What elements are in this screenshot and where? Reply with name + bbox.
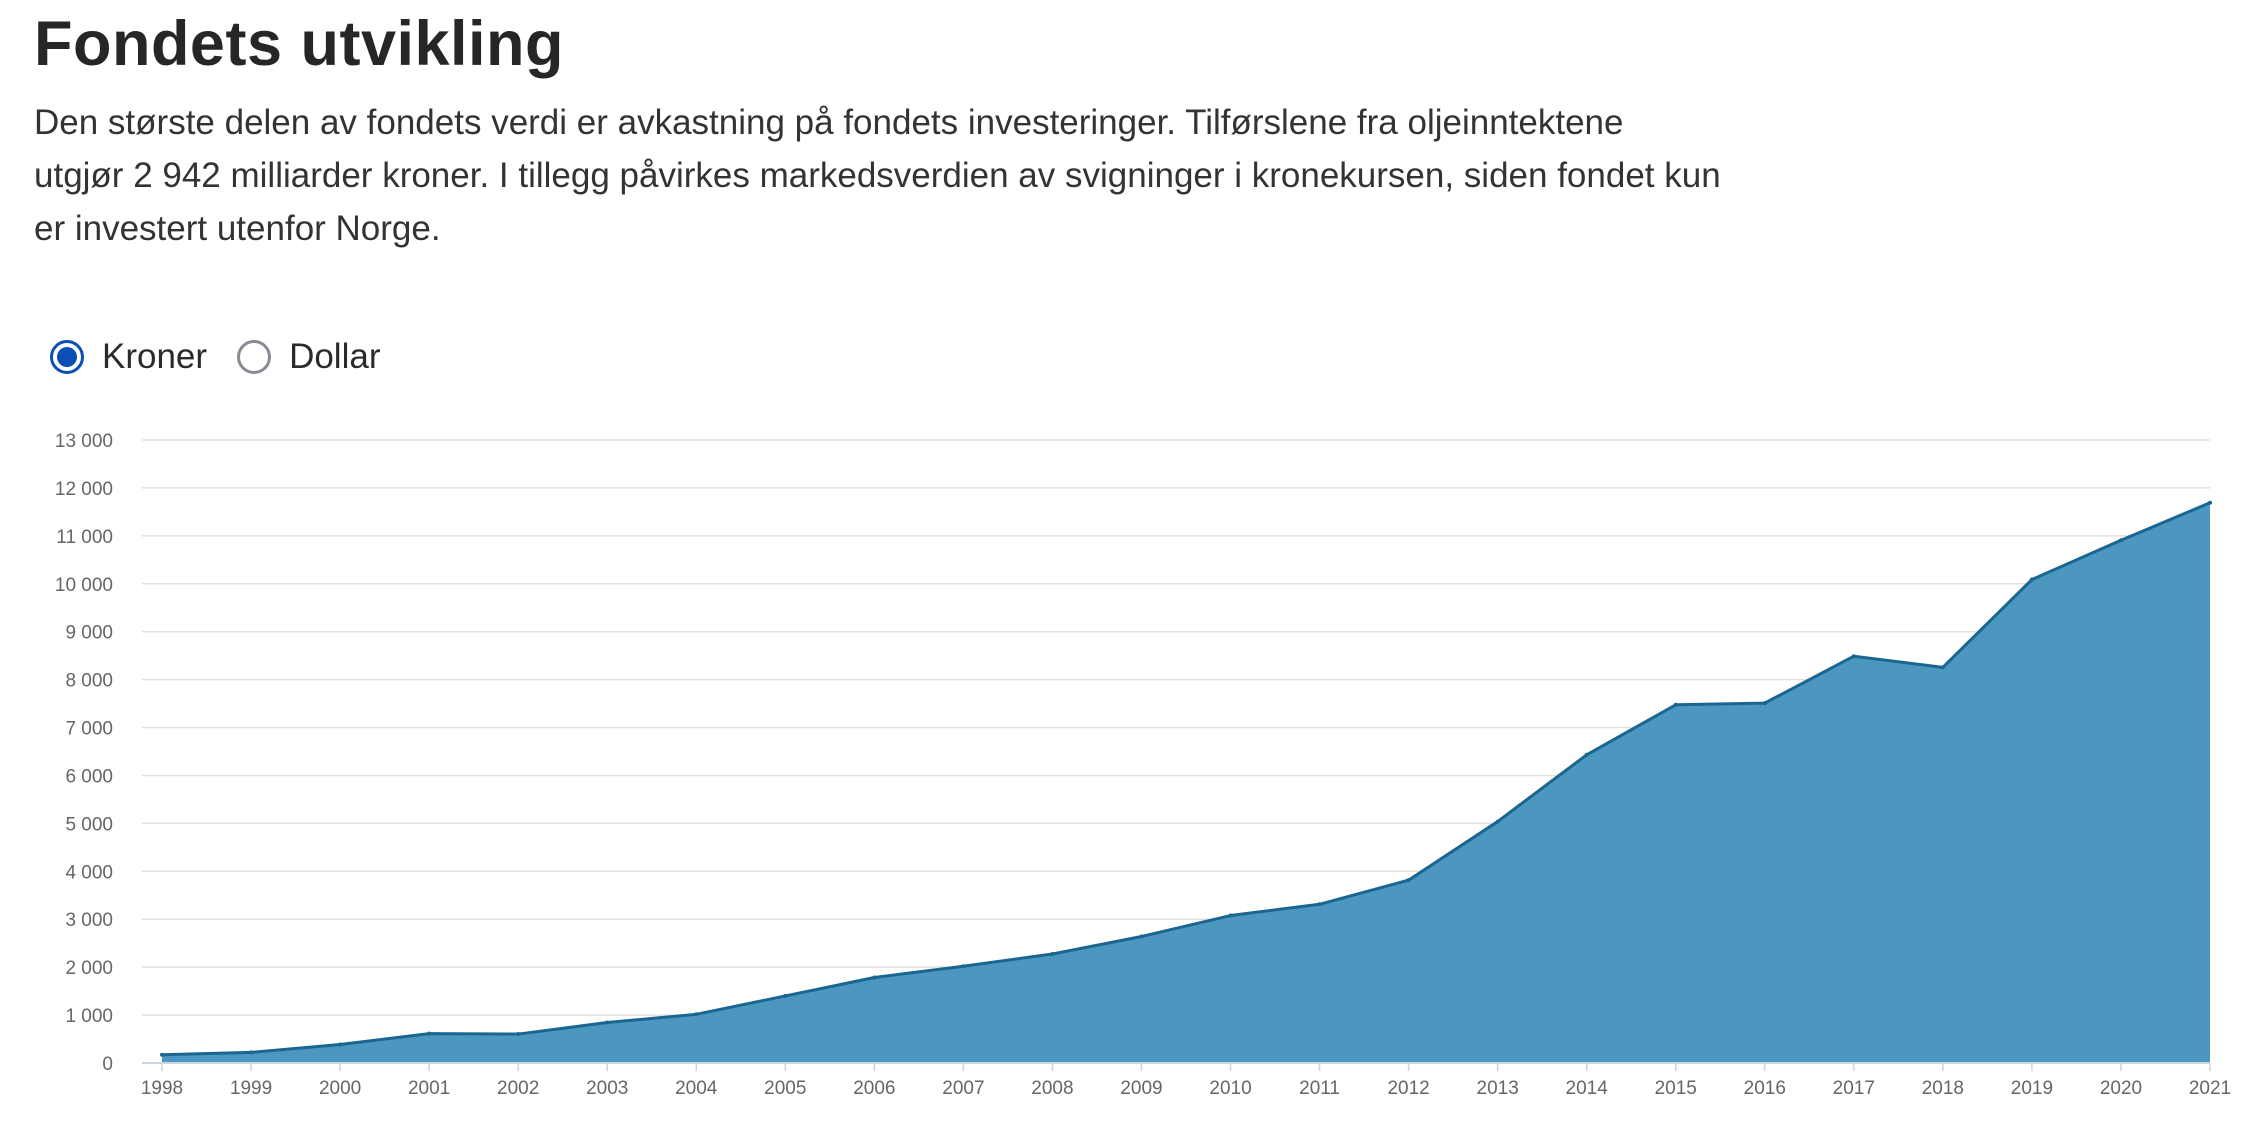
chart-svg: 0 1 000 2 000 3 000 4 000 5 000 6 000 7 000 8 00… — [55, 431, 2231, 1099]
x-tick-label: 2011 — [1299, 1078, 1340, 1099]
x-tick-label: 2007 — [942, 1078, 984, 1099]
y-tick-label: 3 000 — [65, 910, 113, 931]
data-point[interactable] — [1584, 752, 1589, 757]
x-tick-label: 1999 — [230, 1078, 272, 1099]
data-point[interactable] — [516, 1032, 521, 1037]
x-tick-label: 2019 — [2011, 1078, 2053, 1099]
series-line — [161, 501, 2211, 1057]
x-tick-label: 2000 — [319, 1078, 361, 1099]
data-point[interactable] — [1940, 665, 1945, 670]
radio-kroner[interactable]: Kroner — [50, 337, 207, 377]
x-tick-label: 2002 — [497, 1078, 539, 1099]
data-point[interactable] — [1673, 702, 1678, 707]
x-tick-label: 2009 — [1120, 1078, 1162, 1099]
x-tick-label: 2008 — [1031, 1078, 1073, 1099]
y-tick-label: 6 000 — [65, 766, 113, 787]
x-tick-label: 2010 — [1209, 1078, 1251, 1099]
radio-dollar[interactable]: Dollar — [237, 337, 380, 377]
intro-line-2: utgjør 2 942 milliarder kroner. I tilleg… — [34, 156, 1721, 195]
y-tick-label: 13 000 — [55, 431, 113, 452]
x-tick-label: 2015 — [1655, 1078, 1697, 1099]
fund-value-chart: 0 1 000 2 000 3 000 4 000 5 000 6 000 7 000 8 00… — [0, 420, 2242, 1120]
data-point[interactable] — [1851, 654, 1856, 659]
x-tick-label: 2014 — [1566, 1078, 1609, 1099]
x-tick-label: 2001 — [408, 1078, 450, 1099]
data-point[interactable] — [1762, 701, 1767, 706]
x-tick-label: 2012 — [1387, 1078, 1429, 1099]
data-point[interactable] — [783, 993, 788, 998]
area-fill — [162, 502, 2210, 1063]
x-tick-label: 2017 — [1833, 1078, 1875, 1099]
data-point[interactable] — [160, 1052, 164, 1057]
x-tick-label: 2004 — [675, 1078, 718, 1099]
data-point[interactable] — [694, 1012, 699, 1017]
x-tick-label: 2013 — [1477, 1078, 1519, 1099]
intro-line-3: er investert utenfor Norge. — [34, 209, 441, 248]
x-tick-label: 2020 — [2100, 1078, 2142, 1099]
y-tick-label: 10 000 — [55, 575, 113, 596]
data-point[interactable] — [961, 964, 966, 969]
radio-dollar-button[interactable] — [237, 340, 272, 374]
data-point[interactable] — [1317, 902, 1322, 907]
radio-kroner-label[interactable]: Kroner — [102, 337, 208, 376]
y-tick-label: 8 000 — [65, 671, 113, 692]
x-axis: 1998 1999 2000 2001 2002 2003 2004 2005 2006 2007… — [141, 1062, 2231, 1099]
area-layer — [160, 500, 2212, 1063]
x-tick-label: 2018 — [1922, 1078, 1964, 1099]
data-point[interactable] — [1050, 951, 1055, 956]
y-tick-label: 11 000 — [56, 527, 113, 548]
y-tick-label: 2 000 — [65, 958, 113, 979]
x-tick-label: 2006 — [853, 1078, 895, 1099]
data-point[interactable] — [1228, 913, 1233, 918]
radio-dollar-label[interactable]: Dollar — [289, 337, 381, 376]
page-title: Fondets utvikling — [34, 9, 565, 79]
intro-line-1: Den største delen av fondets verdi er av… — [34, 103, 1624, 142]
data-point[interactable] — [2029, 577, 2034, 582]
y-tick-label: 5 000 — [65, 814, 113, 835]
data-point[interactable] — [1406, 878, 1411, 883]
y-tick-label: 7 000 — [65, 719, 113, 740]
data-point[interactable] — [605, 1020, 610, 1025]
x-tick-label: 1998 — [141, 1078, 183, 1099]
data-point[interactable] — [338, 1042, 343, 1047]
y-tick-label: 1 000 — [65, 1006, 113, 1027]
x-tick-label: 2003 — [586, 1078, 628, 1099]
data-point[interactable] — [2208, 500, 2212, 505]
data-point[interactable] — [1139, 934, 1144, 939]
y-tick-label: 0 — [102, 1054, 113, 1075]
radio-kroner-button[interactable] — [50, 340, 84, 374]
x-tick-label: 2016 — [1744, 1078, 1786, 1099]
y-tick-label: 9 000 — [65, 623, 113, 644]
data-point[interactable] — [1495, 819, 1500, 824]
y-axis: 0 1 000 2 000 3 000 4 000 5 000 6 000 7 000 8 00… — [55, 431, 113, 1075]
data-point[interactable] — [427, 1031, 432, 1036]
data-point[interactable] — [2118, 538, 2123, 543]
data-point[interactable] — [249, 1050, 254, 1055]
x-tick-label: 2005 — [764, 1078, 806, 1099]
currency-toggle: Kroner Dollar — [50, 330, 410, 384]
y-tick-label: 4 000 — [65, 862, 113, 883]
intro-text: Den største delen av fondets verdi er av… — [34, 96, 1754, 255]
data-point[interactable] — [872, 975, 877, 980]
y-tick-label: 12 000 — [55, 479, 113, 500]
x-tick-label: 2021 — [2189, 1078, 2231, 1099]
grid-layer — [142, 439, 2210, 1016]
